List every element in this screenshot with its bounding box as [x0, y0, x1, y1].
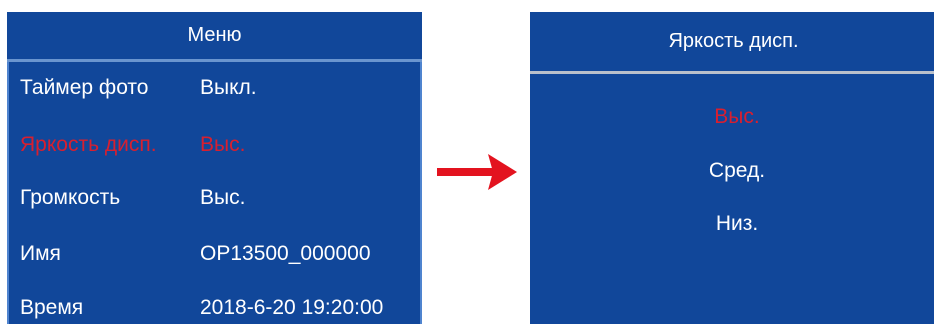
menu-item-value: Выс.: [200, 186, 246, 209]
menu-item-label: Время: [20, 296, 84, 319]
brightness-option-high[interactable]: Выс.: [714, 105, 760, 128]
menu-item-photo-timer[interactable]: Таймер фото Выкл.: [20, 68, 414, 108]
menu-title: Меню: [7, 12, 422, 62]
brightness-submenu-screen: Яркость дисп. Выс. Сред. Низ.: [530, 12, 934, 324]
menu-item-label: Громкость: [20, 186, 121, 209]
right-arrow-icon: [437, 154, 517, 190]
menu-item-label: Таймер фото: [20, 76, 149, 99]
brightness-option-medium[interactable]: Сред.: [708, 159, 766, 182]
menu-item-value: OP13500_000000: [200, 242, 371, 265]
submenu-title: Яркость дисп.: [530, 12, 934, 74]
menu-item-label: Яркость дисп.: [20, 133, 157, 156]
menu-item-time[interactable]: Время 2018-6-20 19:20:00: [20, 288, 414, 328]
menu-item-value: Выкл.: [200, 76, 257, 99]
menu-list: Таймер фото Выкл. Яркость дисп. Выс. Гро…: [7, 62, 422, 324]
brightness-option-low[interactable]: Низ.: [715, 212, 759, 235]
menu-item-label: Имя: [20, 242, 61, 265]
menu-screen: Меню Таймер фото Выкл. Яркость дисп. Выс…: [7, 12, 422, 324]
menu-item-display-brightness[interactable]: Яркость дисп. Выс.: [20, 125, 414, 165]
menu-item-name[interactable]: Имя OP13500_000000: [20, 234, 414, 274]
menu-item-volume[interactable]: Громкость Выс.: [20, 178, 414, 218]
menu-item-value: Выс.: [200, 133, 246, 156]
menu-item-value: 2018-6-20 19:20:00: [200, 296, 384, 319]
